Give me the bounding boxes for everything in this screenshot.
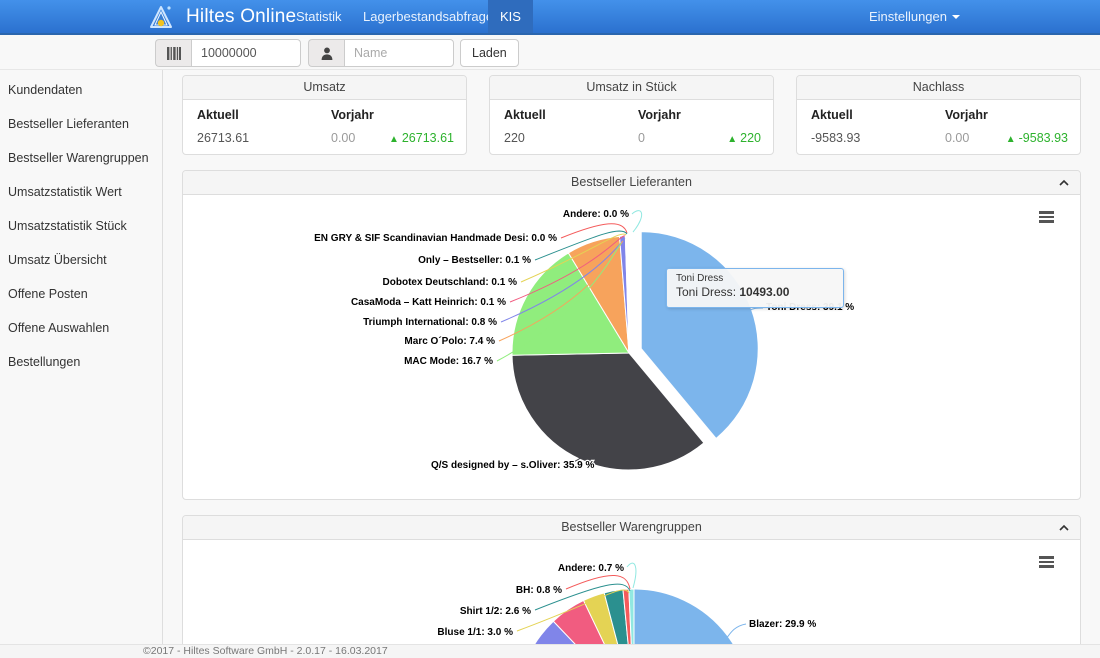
label-connector (520, 233, 627, 283)
delta-value: ▲ 220 (727, 131, 761, 145)
sidebar-item-offene-posten[interactable]: Offene Posten (8, 287, 88, 301)
pie-slice-label: Triumph International: 0.8 % (363, 317, 497, 328)
pie-slice-label: Marc O´Polo: 7.4 % (404, 336, 495, 347)
panel-bestseller-lieferanten: Bestseller Lieferanten Andere: 0.0 % EN G… (182, 170, 1081, 500)
footer-text: ©2017 - Hiltes Software GmbH - 2.0.17 - … (143, 645, 388, 657)
col-label-aktuell: Aktuell (811, 108, 853, 122)
pie-slice[interactable] (511, 252, 630, 356)
sidebar-item-bestellungen[interactable]: Bestellungen (8, 355, 81, 369)
pie-slice-label: MAC Mode: 16.7 % (404, 356, 493, 367)
label-connector (509, 235, 626, 303)
label-connector (534, 583, 631, 611)
card-title: Umsatz (183, 76, 466, 100)
chevron-up-icon[interactable] (1058, 522, 1070, 534)
label-connector (631, 210, 642, 233)
label-connector (516, 589, 630, 632)
pie-slice-label: Only – Bestseller: 0.1 % (418, 255, 531, 266)
sidebar-item-kundendaten[interactable]: Kundendaten (8, 83, 83, 97)
stat-card-umsatz-in-stueck: Umsatz in Stück Aktuell Vorjahr 220 0 ▲ 2… (489, 75, 774, 155)
settings-label: Einstellungen (868, 9, 947, 24)
chart-tooltip: Toni Dress Toni Dress: 10493.00 (666, 268, 844, 308)
customer-name-input[interactable] (344, 39, 454, 67)
top-navbar: Hiltes Online Statistik Lagerbestandsabf… (0, 0, 1100, 35)
pie-slice-label: Andere: 0.0 % (563, 209, 629, 220)
pie-slice[interactable] (627, 235, 630, 354)
card-title: Umsatz in Stück (490, 76, 773, 100)
brand-title[interactable]: Hiltes Online (186, 6, 297, 27)
pie-slice[interactable] (511, 352, 705, 471)
chevron-up-icon[interactable] (1058, 177, 1070, 189)
search-toolbar: Laden (0, 35, 1100, 70)
account-number-input[interactable] (191, 39, 301, 67)
label-connector (725, 623, 747, 640)
tooltip-header: Toni Dress (676, 273, 724, 284)
card-title: Nachlass (797, 76, 1080, 100)
barcode-icon (155, 39, 191, 67)
current-value: -9583.93 (811, 131, 861, 145)
settings-dropdown[interactable]: Einstellungen (857, 0, 972, 33)
label-connector (565, 575, 631, 590)
hiltes-logo-icon (150, 6, 172, 28)
sidebar-menu: Kundendaten Bestseller Lieferanten Bests… (0, 70, 163, 644)
pie-slice-label: Andere: 0.7 % (558, 563, 624, 574)
pie-chart-warengruppen: Andere: 0.7 % BH: 0.8 % Shirt 1/2: 2.6 % Bl… (436, 562, 818, 658)
chart-menu-icon[interactable] (1039, 211, 1054, 223)
pie-slice-label: Dobotex Deutschland: 0.1 % (383, 277, 518, 288)
previous-value: 0.00 (945, 131, 970, 145)
delta-value: ▲ 26713.61 (388, 131, 454, 145)
load-button[interactable]: Laden (460, 39, 519, 67)
pie-slice-label: Shirt 1/2: 2.6 % (460, 606, 531, 617)
col-label-aktuell: Aktuell (197, 108, 239, 122)
pie-slice-label: BH: 0.8 % (516, 585, 562, 596)
col-label-aktuell: Aktuell (504, 108, 546, 122)
current-value: 220 (504, 131, 525, 145)
label-connector (534, 230, 628, 261)
label-connector (626, 562, 637, 589)
arrow-up-icon: ▲ (1005, 134, 1016, 145)
nav-item-lagerbestandsabfrage[interactable]: Lagerbestandsabfrage (363, 9, 494, 24)
label-connector (496, 242, 622, 362)
previous-value: 0 (638, 131, 645, 145)
pie-chart-lieferanten: Andere: 0.0 % EN GRY & SIF Scandinavian H… (313, 208, 856, 473)
col-label-vorjahr: Vorjahr (945, 108, 988, 122)
pie-slice[interactable] (633, 588, 751, 658)
pie-slice-label: Blazer: 29.9 % (749, 619, 816, 630)
panel-title: Bestseller Warengruppen (561, 520, 702, 534)
pie-slice-label: Q/S designed by – s.Oliver: 35.9 % (431, 460, 595, 471)
label-connector (572, 445, 594, 463)
arrow-up-icon: ▲ (388, 134, 399, 145)
label-connector (748, 307, 764, 312)
delta-value: ▲ -9583.93 (1005, 131, 1068, 145)
name-input-group (308, 39, 454, 67)
arrow-up-icon: ▲ (727, 134, 738, 145)
account-input-group (155, 39, 301, 67)
pie-slice-label: EN GRY & SIF Scandinavian Handmade Desi:… (314, 233, 557, 244)
nav-item-kis-active[interactable]: KIS (488, 0, 533, 33)
sidebar-item-umsatzstatistik-wert[interactable]: Umsatzstatistik Wert (8, 185, 122, 199)
sidebar-item-umsatz-uebersicht[interactable]: Umsatz Übersicht (8, 253, 107, 267)
sidebar-item-bestseller-lieferanten[interactable]: Bestseller Lieferanten (8, 117, 129, 131)
chart-menu-icon[interactable] (1039, 556, 1054, 568)
sidebar-item-umsatzstatistik-stueck[interactable]: Umsatzstatistik Stück (8, 219, 127, 233)
caret-down-icon (952, 15, 960, 19)
sidebar-item-bestseller-warengruppen[interactable]: Bestseller Warengruppen (8, 151, 149, 165)
sidebar-item-offene-auswahlen[interactable]: Offene Auswahlen (8, 321, 110, 335)
col-label-vorjahr: Vorjahr (331, 108, 374, 122)
tooltip-value-line: Toni Dress: 10493.00 (676, 285, 790, 299)
label-connector (560, 223, 628, 239)
current-value: 26713.61 (197, 131, 250, 145)
panel-bestseller-warengruppen: Bestseller Warengruppen Andere: 0.7 % BH:… (182, 515, 1081, 658)
pie-slice-label: CasaModa – Katt Heinrich: 0.1 % (351, 297, 506, 308)
label-connector (500, 238, 626, 323)
col-label-vorjahr: Vorjahr (638, 108, 681, 122)
person-icon (308, 39, 344, 67)
pie-slice-label: Bluse 1/1: 3.0 % (437, 627, 513, 638)
footer-bar: ©2017 - Hiltes Software GmbH - 2.0.17 - … (0, 644, 1100, 658)
panel-title: Bestseller Lieferanten (571, 175, 692, 189)
nav-item-statistik[interactable]: Statistik (296, 9, 342, 24)
previous-value: 0.00 (331, 131, 356, 145)
stat-card-umsatz: Umsatz Aktuell Vorjahr 26713.61 0.00 ▲ 26… (182, 75, 467, 155)
stat-card-nachlass: Nachlass Aktuell Vorjahr -9583.93 0.00 ▲… (796, 75, 1081, 155)
